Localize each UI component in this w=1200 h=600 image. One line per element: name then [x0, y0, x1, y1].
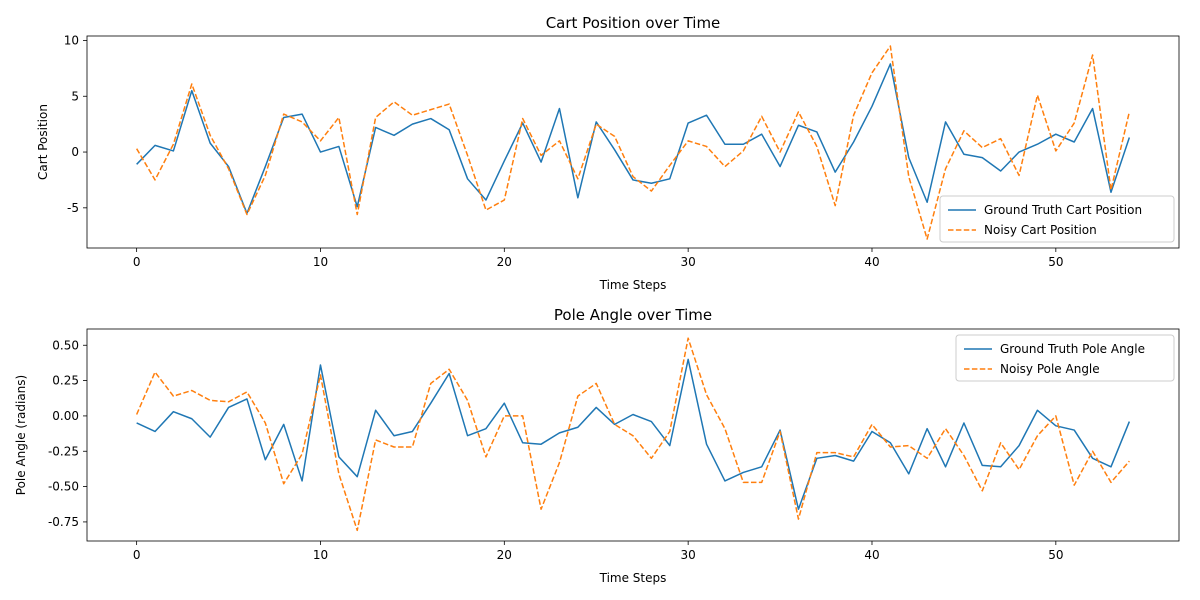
- y-tick-label: 0.25: [52, 374, 79, 388]
- x-tick-label: 50: [1048, 255, 1063, 269]
- chart-title: Cart Position over Time: [546, 14, 721, 32]
- y-tick-label: -0.75: [48, 515, 79, 529]
- y-tick-label: 5: [71, 89, 79, 103]
- x-tick-label: 40: [864, 255, 879, 269]
- series-line-noisy: [135, 45, 1131, 240]
- legend-box: [939, 195, 1175, 243]
- x-tick-label: 0: [133, 548, 141, 562]
- legend-label: Ground Truth Pole Angle: [1000, 342, 1145, 356]
- y-tick-label: 0: [71, 145, 79, 159]
- x-tick-label: 0: [133, 255, 141, 269]
- y-tick-label: 0.50: [52, 338, 79, 352]
- x-axis-label: Time Steps: [599, 571, 667, 585]
- x-tick-label: 10: [313, 255, 328, 269]
- x-tick-label: 30: [681, 255, 696, 269]
- legend: Ground Truth Cart Position Noisy Cart Pos…: [939, 195, 1175, 243]
- series-line-ground-truth: [136, 358, 1131, 510]
- series-line-ground-truth: [136, 63, 1131, 215]
- legend: Ground Truth Pole Angle Noisy Pole Angle: [955, 334, 1175, 382]
- cart-position-subplot: Cart Position over Time Time Steps Cart …: [36, 14, 1180, 292]
- x-tick-label: 10: [313, 548, 328, 562]
- y-axis-label: Cart Position: [36, 104, 50, 180]
- chart-title: Pole Angle over Time: [554, 306, 712, 324]
- legend-label: Noisy Cart Position: [984, 223, 1097, 237]
- legend-label: Noisy Pole Angle: [1000, 362, 1100, 376]
- y-tick-label: 0.00: [52, 409, 79, 423]
- axis-ticks: 0 10 20 30 40 50 -5 0 5 10: [64, 33, 1064, 269]
- legend-box: [955, 334, 1175, 382]
- y-tick-label: -0.25: [48, 444, 79, 458]
- x-tick-label: 30: [681, 548, 696, 562]
- legend-label: Ground Truth Cart Position: [984, 203, 1142, 217]
- x-tick-label: 50: [1048, 548, 1063, 562]
- y-tick-label: 10: [64, 33, 79, 47]
- x-tick-label: 20: [497, 255, 512, 269]
- x-tick-label: 20: [497, 548, 512, 562]
- x-tick-label: 40: [864, 548, 879, 562]
- series-line-noisy: [135, 337, 1130, 532]
- axis-ticks: 0 10 20 30 40 50 -0.75 -0.50 -0.25 0.00 0.25 0.50: [48, 338, 1064, 562]
- x-axis-label: Time Steps: [599, 278, 667, 292]
- series-layer: [135, 337, 1131, 532]
- series-layer: [135, 45, 1131, 240]
- pole-angle-subplot: Pole Angle over Time Time Steps Pole Ang…: [14, 306, 1180, 585]
- y-axis-label: Pole Angle (radians): [14, 375, 28, 495]
- y-tick-label: -5: [67, 201, 79, 215]
- y-tick-label: -0.50: [48, 480, 79, 494]
